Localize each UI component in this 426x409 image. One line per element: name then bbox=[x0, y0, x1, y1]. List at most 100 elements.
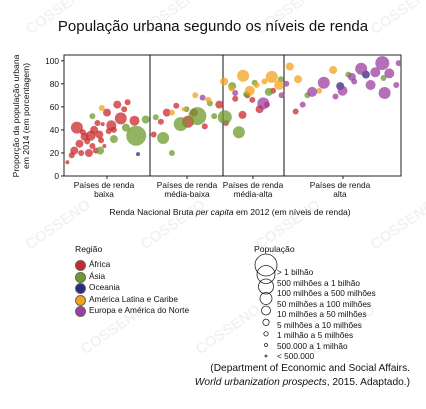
size-legend-label: > 1 bilhão bbox=[277, 267, 314, 277]
data-point bbox=[75, 139, 84, 148]
data-point bbox=[114, 112, 127, 125]
x-category-lower-middle: Países de renda média-baixa bbox=[149, 181, 225, 199]
data-point bbox=[183, 106, 190, 113]
y-tick-label: 100 bbox=[45, 56, 59, 66]
data-point bbox=[329, 66, 338, 74]
size-legend-label: 1 milhão a 5 milhões bbox=[277, 330, 354, 340]
data-point bbox=[89, 113, 96, 120]
data-point bbox=[264, 87, 273, 96]
data-point bbox=[95, 130, 104, 139]
data-points bbox=[65, 56, 402, 165]
x-category-lower-middle-line2: média-baixa bbox=[164, 189, 210, 199]
data-point bbox=[237, 69, 250, 82]
data-point bbox=[232, 126, 245, 139]
data-point bbox=[299, 101, 306, 108]
data-point bbox=[395, 60, 402, 67]
size-legend-label: 5 milhões a 10 milhões bbox=[277, 319, 362, 330]
data-point bbox=[228, 85, 235, 92]
x-category-low-line2: baixa bbox=[94, 189, 114, 199]
y-tick-label: 0 bbox=[54, 171, 59, 181]
x-category-lower-middle-line1: Países de renda bbox=[156, 180, 218, 190]
x-axis-label-italic: per capita bbox=[195, 207, 234, 217]
data-point bbox=[173, 117, 188, 132]
x-category-upper-middle-line2: média-alta bbox=[233, 189, 273, 199]
data-point bbox=[94, 120, 101, 126]
x-axis-label-part1: Renda Nacional Bruta bbox=[109, 207, 196, 217]
data-point bbox=[215, 100, 224, 109]
data-point bbox=[188, 107, 207, 126]
source-line1: (Department of Economic and Social Affai… bbox=[210, 363, 410, 374]
data-point bbox=[351, 78, 358, 85]
watermark-text: COSSENO bbox=[138, 0, 209, 38]
data-point bbox=[98, 105, 105, 111]
data-point bbox=[181, 107, 186, 112]
watermark-text: COSSENO bbox=[368, 0, 426, 38]
watermark-text: COSSENO bbox=[23, 0, 94, 38]
y-tick-label: 60 bbox=[50, 102, 60, 112]
data-point bbox=[380, 75, 387, 81]
size-legend-circles bbox=[254, 253, 278, 358]
data-point bbox=[285, 62, 294, 71]
size-legend-label: < 500.000 bbox=[277, 351, 315, 361]
region-legend-label: América Latina e Caribe bbox=[89, 293, 179, 304]
size-legend-circle bbox=[259, 292, 273, 305]
data-point bbox=[109, 135, 118, 144]
data-point bbox=[150, 131, 157, 138]
size-legend-label: 10 milhões a 50 milhões bbox=[277, 309, 367, 319]
source-title: World urbanization prospects bbox=[194, 377, 327, 388]
data-point bbox=[121, 106, 128, 113]
data-point bbox=[168, 150, 175, 156]
data-point bbox=[375, 56, 390, 71]
data-point bbox=[307, 86, 318, 97]
data-point bbox=[110, 126, 117, 133]
data-point bbox=[70, 121, 83, 134]
data-point bbox=[355, 62, 368, 75]
watermark-text: COSSENO bbox=[253, 0, 324, 38]
data-point bbox=[378, 87, 391, 99]
data-point bbox=[332, 93, 339, 100]
data-point bbox=[78, 150, 85, 156]
data-point bbox=[136, 152, 140, 157]
region-legend-swatch bbox=[75, 271, 86, 283]
x-category-high-line1: Países de renda bbox=[309, 180, 371, 190]
data-point bbox=[157, 132, 170, 144]
data-point bbox=[113, 100, 122, 109]
size-legend-label: 100 milhões a 500 milhões bbox=[277, 288, 376, 298]
data-point bbox=[393, 82, 400, 88]
data-point bbox=[257, 97, 270, 110]
region-legend-label: Ásia bbox=[89, 270, 106, 281]
data-point bbox=[124, 99, 131, 106]
y-axis: 0 20 40 60 80 100 bbox=[45, 56, 64, 181]
source-line2-rest: , 2015. Adaptado.) bbox=[326, 377, 410, 388]
data-point bbox=[103, 108, 111, 117]
size-legend-title: População bbox=[254, 244, 295, 254]
data-point bbox=[100, 122, 105, 127]
size-legend-label: 500.000 a 1 milhão bbox=[277, 340, 348, 351]
source-citation: (Department of Economic and Social Affai… bbox=[195, 362, 410, 390]
y-axis-label-line2: em 2014 (em porcentagem) bbox=[21, 62, 31, 170]
x-category-high: Países de renda alta bbox=[290, 181, 390, 199]
data-point bbox=[249, 96, 256, 103]
region-legend-swatch bbox=[75, 294, 86, 306]
size-legend-circle bbox=[258, 278, 274, 295]
data-point bbox=[220, 77, 229, 86]
data-point bbox=[90, 125, 99, 134]
data-point bbox=[96, 146, 105, 155]
size-legend-circle bbox=[263, 331, 269, 337]
y-axis-label-line1: Proporção da população urbana bbox=[11, 54, 21, 178]
y-axis-label: Proporção da população urbana em 2014 (e… bbox=[4, 46, 38, 186]
size-legend-label: 500 milhões a 1 bilhão bbox=[277, 277, 361, 288]
y-tick-label: 40 bbox=[50, 125, 60, 135]
data-point bbox=[157, 118, 164, 125]
data-point bbox=[244, 85, 255, 96]
data-point bbox=[294, 75, 302, 84]
data-point bbox=[316, 87, 323, 94]
watermark-text: COSSENO bbox=[368, 196, 426, 253]
data-point bbox=[211, 113, 218, 120]
size-legend-circle bbox=[256, 265, 276, 284]
x-category-low: Países de renda baixa bbox=[64, 181, 144, 199]
x-category-upper-middle: Países de renda média-alta bbox=[220, 181, 286, 199]
data-point bbox=[121, 123, 130, 132]
watermark-text: COSSENO bbox=[138, 196, 209, 253]
